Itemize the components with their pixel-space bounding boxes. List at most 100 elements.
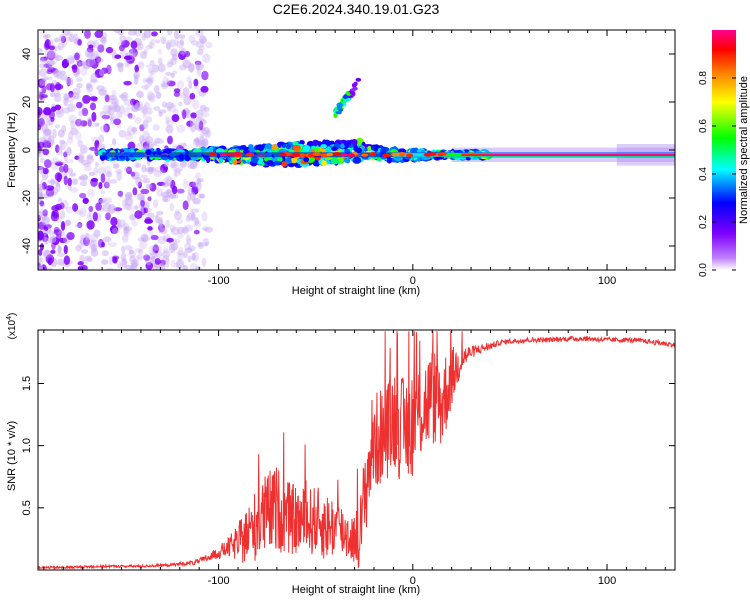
- noise-speckle: [77, 154, 85, 163]
- noise-speckle: [112, 227, 118, 234]
- noise-speckle: [73, 38, 79, 46]
- noise-speckle: [100, 189, 106, 195]
- noise-speckle: [173, 173, 178, 178]
- noise-speckle: [39, 57, 48, 64]
- noise-speckle: [102, 236, 112, 243]
- noise-speckle: [137, 237, 146, 242]
- noise-speckle: [169, 203, 175, 212]
- noise-speckle: [149, 39, 156, 45]
- noise-speckle: [65, 159, 74, 164]
- noise-speckle: [187, 161, 196, 169]
- branch-blob: [352, 86, 358, 91]
- noise-speckle: [166, 61, 174, 68]
- noise-speckle: [117, 219, 126, 228]
- noise-speckle: [51, 79, 58, 86]
- noise-speckle: [117, 62, 124, 73]
- noise-speckle: [100, 124, 108, 133]
- noise-speckle: [119, 104, 125, 115]
- noise-speckle: [130, 40, 138, 50]
- noise-speckle: [189, 117, 196, 126]
- noise-speckle: [115, 168, 123, 175]
- noise-speckle: [116, 171, 122, 181]
- carrier-blob: [218, 156, 224, 164]
- spectrogram-ytick-label: -40: [21, 238, 33, 254]
- noise-speckle: [58, 34, 65, 43]
- noise-speckle: [170, 72, 175, 78]
- carrier-hotspot: [232, 152, 243, 156]
- noise-speckle: [61, 125, 67, 134]
- noise-speckle: [152, 265, 159, 270]
- noise-speckle: [86, 212, 92, 221]
- noise-speckle: [105, 46, 114, 54]
- noise-speckle: [195, 40, 205, 49]
- noise-speckle: [124, 264, 133, 270]
- spectrogram-plot: -100 0 100 -40 -20 0 20 40 Height of straight l…: [6, 29, 676, 297]
- noise-speckle: [126, 166, 133, 175]
- noise-speckle: [66, 146, 72, 156]
- carrier-hotspot: [340, 152, 348, 157]
- noise-speckle: [187, 255, 192, 263]
- noise-speckle: [145, 262, 154, 270]
- noise-speckle: [195, 109, 204, 119]
- noise-speckle: [66, 137, 74, 144]
- noise-speckle: [114, 54, 122, 59]
- noise-speckle: [191, 99, 200, 110]
- noise-speckle: [140, 174, 148, 179]
- noise-speckle: [162, 254, 170, 260]
- noise-speckle: [191, 252, 196, 261]
- noise-speckle: [134, 64, 139, 73]
- noise-speckle: [182, 252, 188, 259]
- noise-speckle: [178, 101, 183, 107]
- noise-speckle: [129, 266, 135, 270]
- noise-speckle: [101, 250, 109, 257]
- carrier-blob: [320, 144, 327, 149]
- noise-speckle: [77, 152, 84, 162]
- noise-speckle: [38, 165, 44, 175]
- noise-speckle: [177, 142, 187, 147]
- carrier-blob: [286, 157, 293, 163]
- noise-speckle: [58, 165, 65, 173]
- spectrogram-xtick-label: 0: [410, 275, 416, 287]
- noise-speckle: [87, 118, 92, 127]
- noise-speckle: [182, 264, 188, 270]
- noise-speckle: [117, 190, 123, 197]
- noise-speckle: [140, 51, 148, 60]
- noise-speckle: [135, 176, 143, 187]
- noise-speckle: [109, 225, 119, 234]
- noise-speckle: [176, 226, 185, 235]
- noise-speckle: [54, 53, 59, 62]
- noise-speckle: [135, 102, 141, 112]
- noise-speckle: [103, 123, 110, 133]
- noise-speckle: [140, 188, 150, 195]
- carrier-blob: [352, 156, 362, 164]
- noise-speckle: [111, 255, 120, 260]
- noise-speckle: [62, 30, 70, 37]
- noise-speckle: [170, 259, 176, 268]
- noise-speckle: [194, 217, 200, 226]
- noise-speckle: [151, 141, 158, 147]
- noise-speckle: [146, 107, 153, 115]
- noise-speckle: [120, 252, 127, 262]
- noise-speckle: [176, 80, 185, 89]
- noise-speckle: [124, 58, 130, 68]
- noise-speckle: [59, 74, 69, 81]
- noise-speckle: [63, 175, 68, 186]
- noise-speckle: [55, 183, 61, 188]
- noise-speckle: [189, 122, 197, 133]
- noise-speckle: [64, 220, 71, 226]
- noise-speckle: [38, 258, 45, 264]
- noise-speckle: [157, 57, 163, 65]
- noise-speckle: [190, 112, 197, 119]
- noise-speckle: [86, 84, 94, 93]
- figure-title: C2E6.2024.340.19.01.G23: [273, 1, 440, 17]
- noise-speckle: [119, 93, 127, 99]
- spectrogram-ytick-label: -20: [21, 190, 33, 206]
- noise-speckle: [142, 105, 148, 115]
- noise-speckle: [39, 243, 44, 251]
- noise-speckle: [66, 31, 73, 37]
- noise-speckle: [200, 131, 205, 140]
- noise-speckle: [38, 184, 44, 191]
- noise-speckle: [201, 257, 207, 267]
- noise-speckle: [38, 264, 44, 270]
